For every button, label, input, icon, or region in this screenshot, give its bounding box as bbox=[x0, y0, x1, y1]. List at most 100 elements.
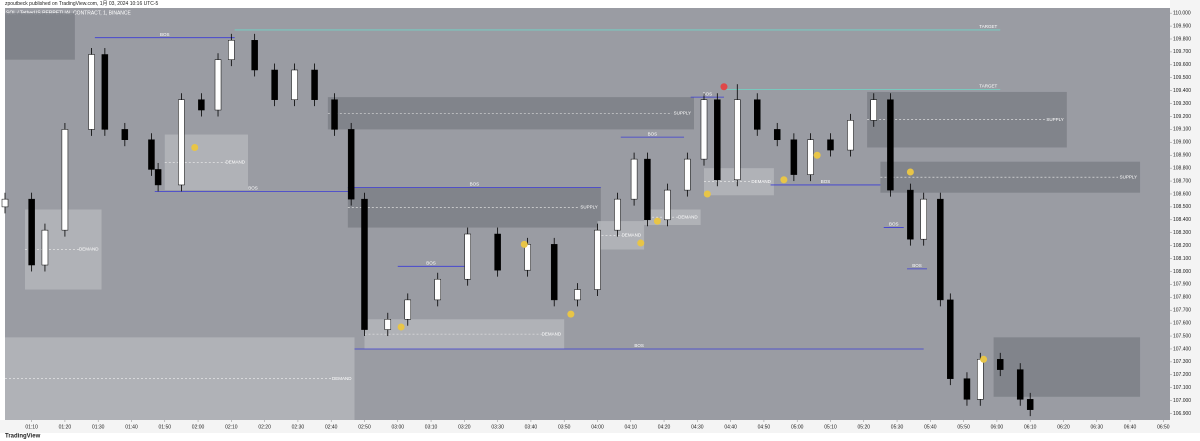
price-axis bbox=[1170, 0, 1200, 421]
x-tick-label: 01:40 bbox=[125, 424, 138, 430]
zone bbox=[5, 13, 75, 60]
candle-body bbox=[41, 229, 49, 266]
candle-body bbox=[384, 319, 392, 330]
y-tick-label: 108.000 bbox=[1173, 269, 1191, 275]
candle-body bbox=[790, 139, 798, 175]
level-label: TARGET bbox=[979, 84, 997, 89]
zone-label: SUPPLY bbox=[580, 205, 597, 210]
candle-body bbox=[148, 139, 155, 170]
candle-body bbox=[154, 169, 162, 186]
x-tick-label: 03:00 bbox=[392, 424, 405, 430]
x-tick-label: 01:50 bbox=[159, 424, 172, 430]
candle-body bbox=[550, 244, 558, 301]
candle-body bbox=[630, 158, 638, 200]
zone bbox=[327, 97, 695, 130]
zone-label: DEMAND bbox=[622, 232, 642, 237]
x-tick-label: 05:30 bbox=[891, 424, 904, 430]
y-tick-label: 108.300 bbox=[1173, 230, 1191, 236]
signal-dot bbox=[653, 217, 661, 225]
zone bbox=[5, 337, 355, 420]
signal-dot bbox=[397, 323, 405, 331]
y-tick-label: 108.900 bbox=[1173, 153, 1191, 159]
candle-body bbox=[347, 129, 355, 200]
signal-dot bbox=[703, 190, 711, 198]
candle-body bbox=[434, 278, 441, 301]
zone-label: DEMAND bbox=[751, 179, 771, 184]
candle-body bbox=[574, 289, 581, 301]
candle-body bbox=[614, 198, 621, 231]
y-tick-label: 109.400 bbox=[1173, 88, 1191, 94]
candle-body bbox=[734, 99, 741, 181]
x-tick-label: 05:50 bbox=[957, 424, 970, 430]
zone bbox=[597, 221, 645, 250]
x-tick-label: 03:20 bbox=[458, 424, 471, 430]
signal-dot bbox=[980, 355, 988, 363]
level-label: BOS bbox=[821, 179, 831, 184]
y-tick-label: 109.600 bbox=[1173, 62, 1191, 68]
candle-body bbox=[807, 139, 814, 175]
y-tick-label: 107.700 bbox=[1173, 308, 1191, 314]
y-tick-label: 107.600 bbox=[1173, 320, 1191, 326]
y-tick-label: 109.900 bbox=[1173, 23, 1191, 29]
x-tick-label: 02:20 bbox=[258, 424, 271, 430]
y-tick-label: 109.500 bbox=[1173, 75, 1191, 81]
x-tick-label: 03:40 bbox=[525, 424, 538, 430]
x-tick-label: 05:40 bbox=[924, 424, 937, 430]
y-tick-label: 108.800 bbox=[1173, 165, 1191, 171]
level-label: BOS bbox=[648, 131, 658, 136]
candle-body bbox=[1026, 399, 1034, 410]
x-tick-label: 06:20 bbox=[1057, 424, 1070, 430]
candle-body bbox=[754, 99, 761, 130]
zone-label: SUPPLY bbox=[1046, 117, 1063, 122]
candle-body bbox=[178, 99, 185, 186]
candle-body bbox=[101, 54, 109, 130]
y-tick-label: 108.400 bbox=[1173, 217, 1191, 223]
signal-dot bbox=[191, 143, 199, 151]
candle-body bbox=[61, 129, 69, 231]
x-tick-label: 03:30 bbox=[491, 424, 504, 430]
zone bbox=[347, 187, 601, 228]
y-tick-label: 109.200 bbox=[1173, 114, 1191, 120]
candle-body bbox=[870, 99, 878, 121]
x-tick-label: 01:20 bbox=[59, 424, 72, 430]
candle-body bbox=[594, 229, 601, 290]
candle-body bbox=[1, 198, 9, 208]
candle-body bbox=[198, 99, 205, 111]
candle-body bbox=[524, 244, 531, 271]
candle-body bbox=[977, 359, 984, 400]
level-label: BOS bbox=[634, 343, 644, 348]
x-tick-label: 05:20 bbox=[858, 424, 871, 430]
x-tick-label: 06:30 bbox=[1091, 424, 1104, 430]
candle-body bbox=[937, 198, 944, 301]
candle-body bbox=[773, 129, 781, 140]
publisher-line: zpoutbeck published on TradingView.com, … bbox=[5, 1, 159, 7]
time-axis bbox=[0, 420, 1200, 433]
x-tick-label: 02:10 bbox=[225, 424, 238, 430]
x-tick-label: 04:50 bbox=[758, 424, 771, 430]
y-tick-label: 107.100 bbox=[1173, 385, 1191, 391]
level-label: BOS bbox=[470, 182, 480, 187]
candle-body bbox=[404, 299, 412, 320]
zone-label: DEMAND bbox=[225, 160, 245, 165]
level-label: BOS bbox=[889, 222, 899, 227]
footer-logo: TradingView bbox=[5, 434, 41, 440]
level-label: BOS bbox=[426, 260, 436, 265]
level-label: BOS bbox=[248, 186, 258, 191]
signal-dot bbox=[637, 239, 645, 247]
candle-body bbox=[494, 233, 501, 271]
candle-body bbox=[714, 99, 721, 181]
candle-body bbox=[907, 189, 914, 240]
y-tick-label: 108.600 bbox=[1173, 191, 1191, 197]
candle-body bbox=[963, 378, 971, 400]
y-tick-label: 109.300 bbox=[1173, 101, 1191, 107]
candle-body bbox=[361, 198, 368, 330]
y-tick-label: 107.500 bbox=[1173, 333, 1191, 339]
zone-label: SUPPLY bbox=[1120, 174, 1137, 179]
x-tick-label: 03:10 bbox=[425, 424, 438, 430]
x-tick-label: 04:40 bbox=[724, 424, 737, 430]
candle-body bbox=[121, 129, 129, 140]
y-tick-label: 107.800 bbox=[1173, 295, 1191, 301]
candle-body bbox=[920, 198, 927, 240]
candle-body bbox=[996, 359, 1004, 370]
zone-label: DEMAND bbox=[79, 247, 99, 252]
